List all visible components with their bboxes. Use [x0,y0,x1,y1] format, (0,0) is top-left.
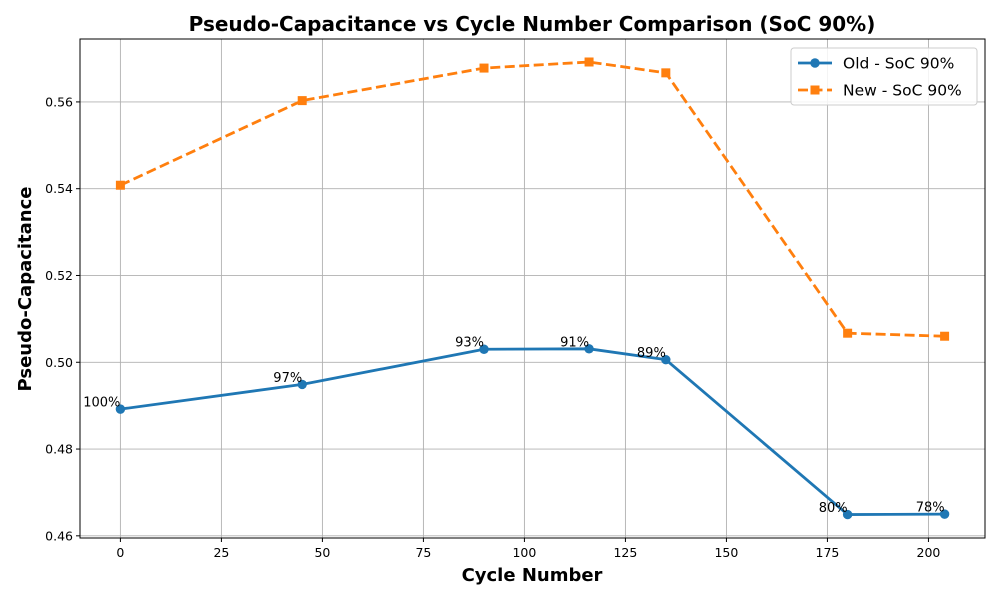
x-tick-label: 175 [816,545,840,560]
old-series-marker [661,354,671,365]
old-series-marker [115,404,126,414]
point-label: 78% [916,501,945,516]
x-tick-label: 100 [512,545,536,560]
point-label: 93% [455,336,484,351]
y-tick-label: 0.52 [45,268,73,283]
point-label: 100% [83,396,120,411]
legend-new-marker [810,85,820,95]
y-axis-label: Pseudo-Capacitance [15,186,36,391]
old-series-marker [479,344,489,354]
x-tick-label: 25 [213,545,229,560]
new-series [115,57,950,341]
legend: Old - SoC 90% New - SoC 90% [790,47,978,106]
grid-layer [80,39,985,538]
point-label: 80% [819,501,848,516]
legend-old-text: Old - SoC 90% [843,55,954,73]
x-tick-label: 50 [314,545,330,560]
old-series-marker [842,509,853,520]
new-series-marker [115,180,125,190]
point-label: 89% [637,346,666,361]
x-tick-label: 75 [415,545,431,560]
y-tick-label: 0.48 [45,442,73,457]
legend-box [790,47,978,106]
axes-frame [79,38,986,539]
legend-old-marker [810,58,820,68]
y-tick-label: 0.46 [45,528,73,543]
new-series-marker [843,328,853,338]
new-series-marker [479,63,489,73]
x-tick-label: 0 [116,545,124,560]
x-tick-label: 200 [917,545,941,560]
y-tick-label: 0.54 [45,181,73,196]
old-series-line [120,347,945,516]
chart-title: Pseudo-Capacitance vs Cycle Number Compa… [189,12,876,36]
x-axis-label: Cycle Number [462,565,603,586]
y-tick-label: 0.50 [45,355,73,370]
old-series-marker [584,344,594,354]
old-series [115,344,950,520]
new-series-marker [940,331,950,341]
series-layer [115,57,950,520]
old-series-marker [939,509,950,519]
point-label: 91% [560,335,589,350]
point-label: 97% [273,371,302,386]
new-series-marker [661,68,671,78]
new-series-marker [584,57,594,67]
x-tick-label: 125 [613,545,637,560]
data-label-layer: 100% 97% 93% 91% 89% 80% 78% [83,335,944,516]
x-tick-label: 150 [714,545,738,560]
tick-layer: 0 25 50 75 100 125 150 175 200 0.46 0.48 0.50 0.52 0.… [45,94,940,560]
legend-new-text: New - SoC 90% [843,82,962,100]
y-tick-label: 0.56 [45,94,73,109]
new-series-marker [297,96,307,106]
old-series-marker [297,379,307,390]
